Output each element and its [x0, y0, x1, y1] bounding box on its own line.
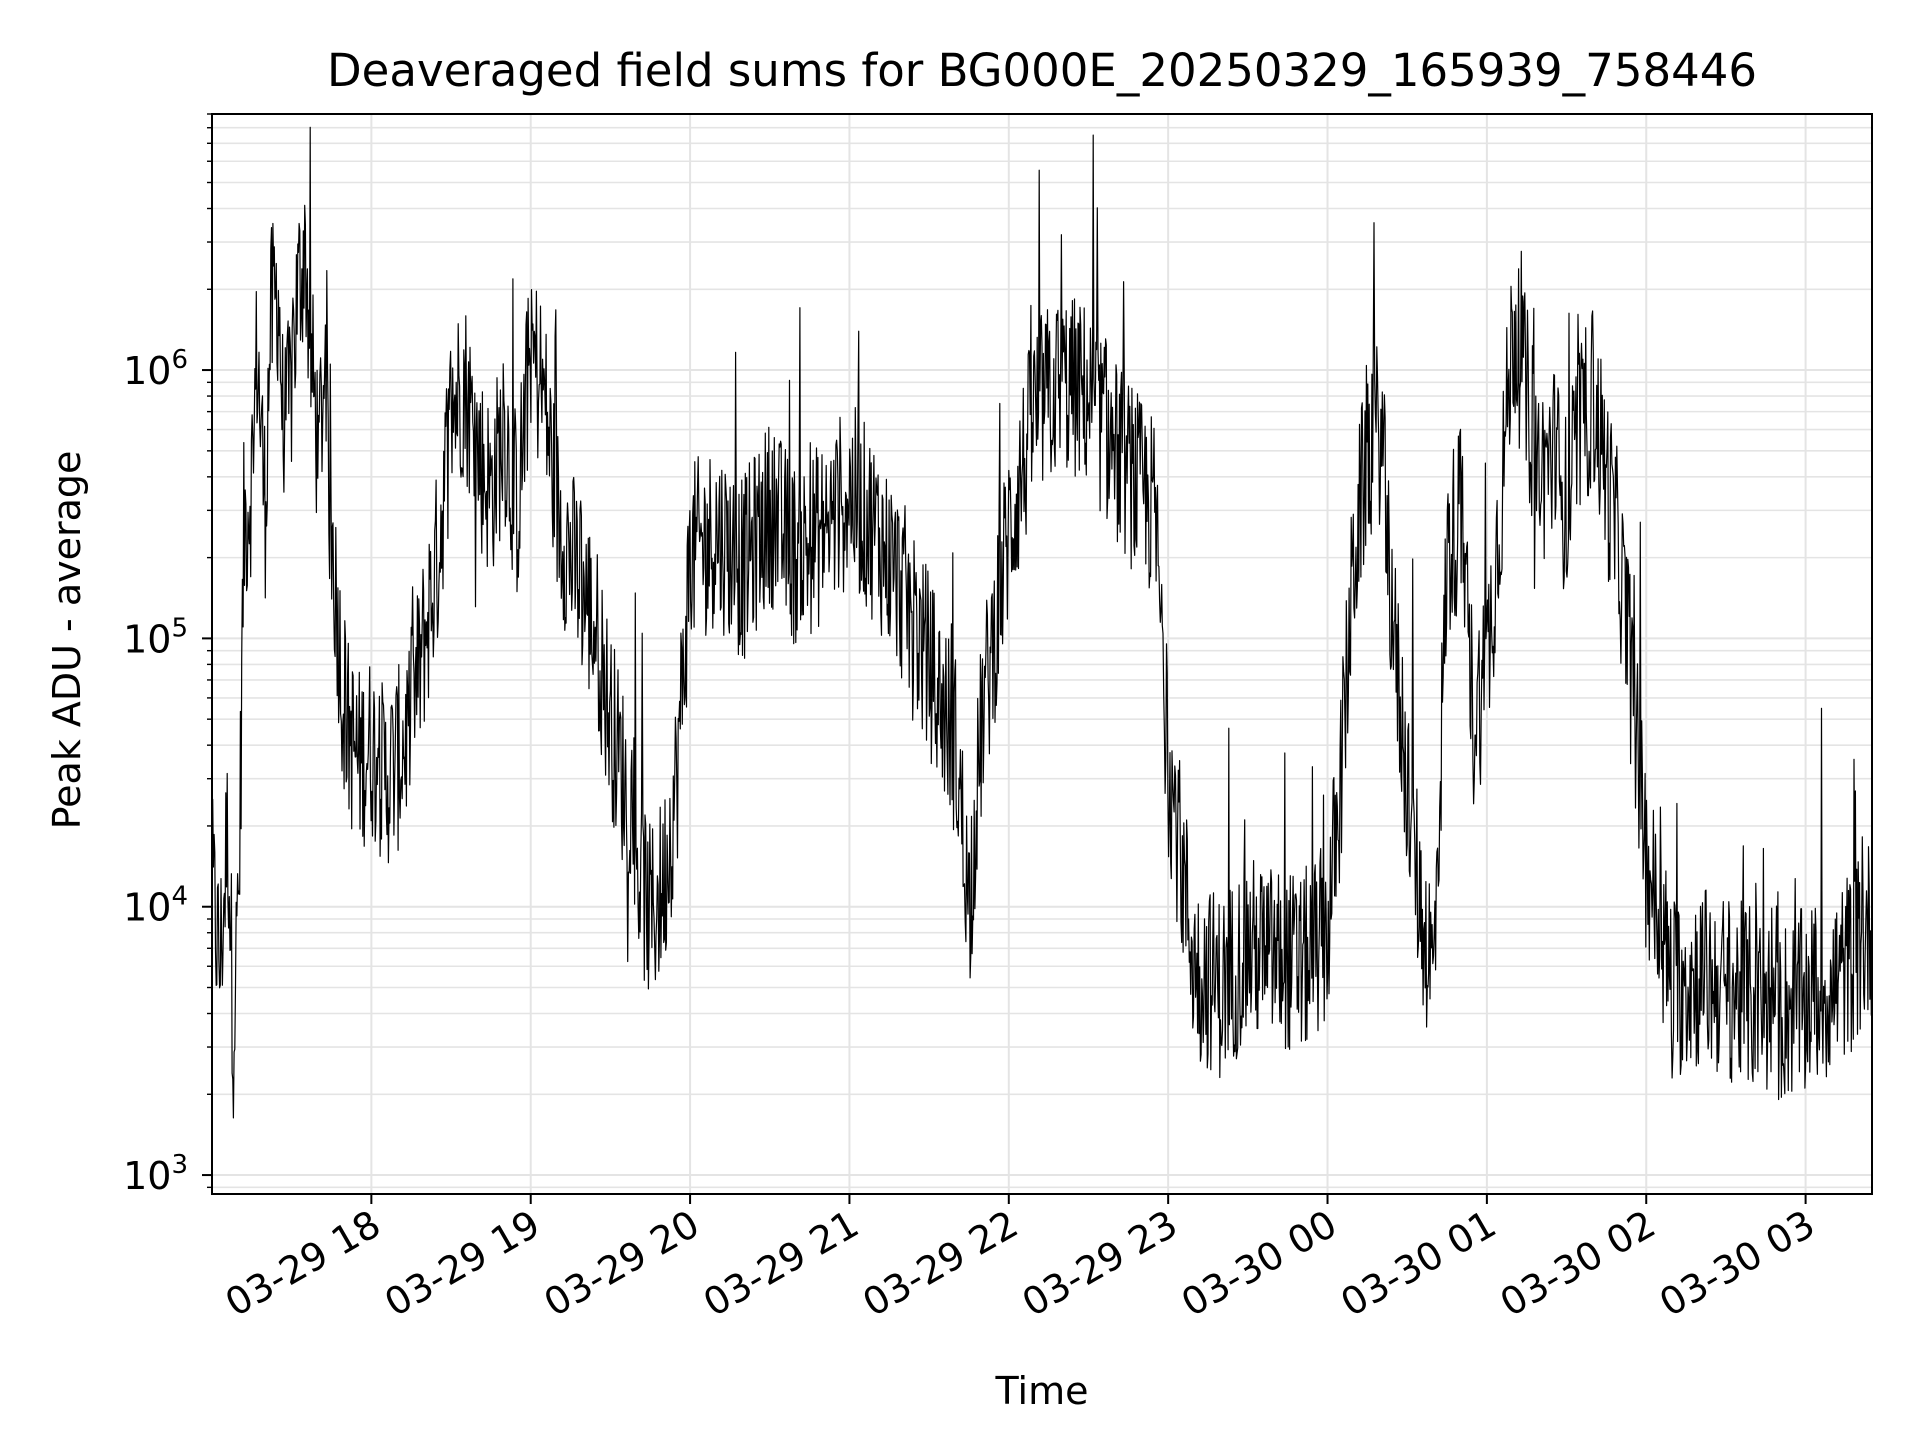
x-axis-label: Time [995, 1369, 1089, 1413]
y-axis-label: Peak ADU - average [45, 451, 89, 830]
series-line [211, 126, 1873, 1119]
y-tick-label: 106 [123, 345, 188, 393]
y-tick-label: 103 [123, 1150, 188, 1198]
line-layer [211, 126, 1873, 1119]
plot-frame [211, 113, 1873, 1195]
grid [212, 113, 1872, 1194]
y-tick-label: 105 [123, 613, 188, 661]
y-tick-label: 104 [123, 882, 188, 930]
chart-title: Deaveraged field sums for BG000E_2025032… [327, 44, 1757, 97]
y-axis-ticks: 103 104 105 106 [123, 113, 212, 1198]
